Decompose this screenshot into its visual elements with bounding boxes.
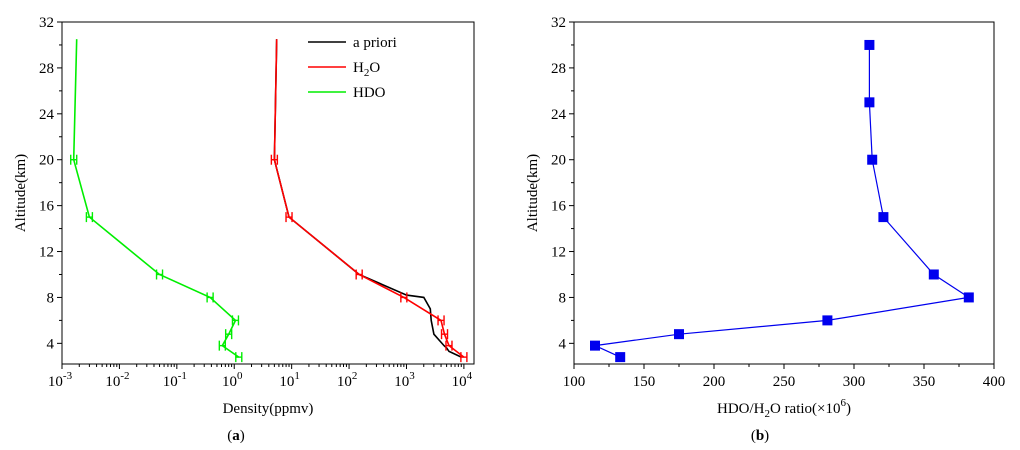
panel-b-plot-frame xyxy=(573,21,995,365)
panel-b-x-tick-label: 300 xyxy=(843,374,866,390)
panel-b-data-point xyxy=(674,329,684,340)
panel-b-y-tick-label: 16 xyxy=(551,199,567,215)
panel-b-data-point xyxy=(615,352,626,363)
panel-b-x-tick-label: 400 xyxy=(983,374,1006,390)
panel-b-y-tick-label: 28 xyxy=(551,61,566,77)
panel-b-data-point xyxy=(822,315,833,326)
panel-b-x-tick-label: 350 xyxy=(913,374,936,390)
panel-b-y-tick-label: 12 xyxy=(551,245,566,261)
panel-b-x-axis: 100 150 200 250 300 350 400 xyxy=(563,364,1006,390)
panel-b-y-tick-label: 24 xyxy=(551,107,567,123)
panel-a-x-tick-label: 101 xyxy=(279,370,300,390)
panel-a-error-bar xyxy=(445,340,453,351)
panel-a-x-tick-label: 10-3 xyxy=(48,370,73,390)
panel-a-error-bar xyxy=(355,269,363,280)
panel-a-y-tick-label: 4 xyxy=(47,336,55,352)
panel-a-error-bar xyxy=(235,352,243,363)
panel-b-x-tick-label: 150 xyxy=(633,374,656,390)
panel-a-error-bar xyxy=(155,269,164,280)
panel-a-y-tick-label: 24 xyxy=(39,107,55,123)
panel-b-x-tick-label: 250 xyxy=(773,374,796,390)
panel-b-x-tick-label: 100 xyxy=(563,374,586,390)
panel-a-y-tick-label: 12 xyxy=(39,245,54,261)
panel-a-error-bar xyxy=(224,329,233,340)
panel-a-y-axis: 4 8 12 16 20 24 28 32 xyxy=(39,15,62,352)
panel-a-error-bar xyxy=(400,292,408,303)
panel-a-x-tick-label: 103 xyxy=(394,370,415,390)
panel-a-x-axis-label: Density(ppmv) xyxy=(223,401,314,417)
panel-a-error-bar xyxy=(270,154,279,165)
panel-a-error-bar xyxy=(218,340,227,351)
panel-a-y-tick-label: 8 xyxy=(47,290,55,306)
panel-b-y-axis: 4 8 12 16 20 24 28 32 xyxy=(551,15,574,352)
panel-a-y-tick-label: 20 xyxy=(39,153,54,169)
panel-b-data-point xyxy=(590,340,600,351)
panel-b-label: (b) xyxy=(751,428,769,444)
panel-a-error-bar xyxy=(231,315,240,326)
panel-a-y-tick-label: 32 xyxy=(39,15,54,31)
panel-b-data-point xyxy=(864,39,875,50)
panel-b-data-point xyxy=(864,97,875,108)
panel-b-y-tick-label: 4 xyxy=(559,336,567,352)
panel-a-error-bar xyxy=(460,352,468,363)
legend-label-1: H2O xyxy=(353,60,380,79)
panel-a-y-axis-label: Altitude(km) xyxy=(13,154,29,232)
panel-a-y-tick-label: 28 xyxy=(39,61,54,77)
panel-a-error-bar xyxy=(285,212,293,223)
panel-b-data-point xyxy=(867,154,878,165)
panel-a-y-tick-label: 16 xyxy=(39,199,55,215)
panel-a-x-tick-label: 104 xyxy=(452,370,473,390)
panel-a-x-axis: 10-3 10-2 10-1 100 101 102 103 104 xyxy=(48,364,473,390)
panel-a-error-bar xyxy=(70,154,78,165)
panel-a-error-bar xyxy=(206,292,214,303)
panel-b-data-point xyxy=(963,292,974,303)
legend-label-0: a priori xyxy=(353,35,397,51)
panel-b-y-tick-label: 20 xyxy=(551,153,566,169)
panel-b-series-line xyxy=(592,45,971,358)
panel-b-ratio-chart: 4 8 12 16 20 24 28 32 100 150 200 250 300 350 400 Alt… xyxy=(525,15,1005,444)
panel-a-series xyxy=(70,39,468,363)
panel-a-x-tick-label: 10-1 xyxy=(163,370,187,390)
panel-a-error-bar xyxy=(440,329,449,340)
legend-label-2: HDO xyxy=(353,85,386,101)
panel-a-label: (a) xyxy=(227,428,245,444)
panel-b-series xyxy=(590,39,974,363)
panel-a-error-bar xyxy=(437,315,445,326)
panel-a-x-tick-label: 10-2 xyxy=(105,370,129,390)
panel-b-y-axis-label: Altitude(km) xyxy=(525,154,541,232)
panel-b-x-tick-label: 200 xyxy=(703,374,726,390)
panel-b-data-point xyxy=(928,269,939,280)
panel-a-series-line-2 xyxy=(72,39,240,358)
panel-b-data-point xyxy=(878,212,889,223)
panel-a-x-tick-label: 100 xyxy=(222,370,243,390)
panel-b-y-tick-label: 32 xyxy=(551,15,566,31)
panel-b-x-axis-label: HDO/H2O ratio(×106) xyxy=(717,397,851,420)
panel-a-error-bar xyxy=(85,212,94,223)
panel-a-legend: a priori H2O HDO xyxy=(308,35,397,101)
panel-a-x-tick-label: 102 xyxy=(337,370,358,390)
panel-a-plot-frame xyxy=(61,21,475,365)
panel-b-y-tick-label: 8 xyxy=(559,290,567,306)
